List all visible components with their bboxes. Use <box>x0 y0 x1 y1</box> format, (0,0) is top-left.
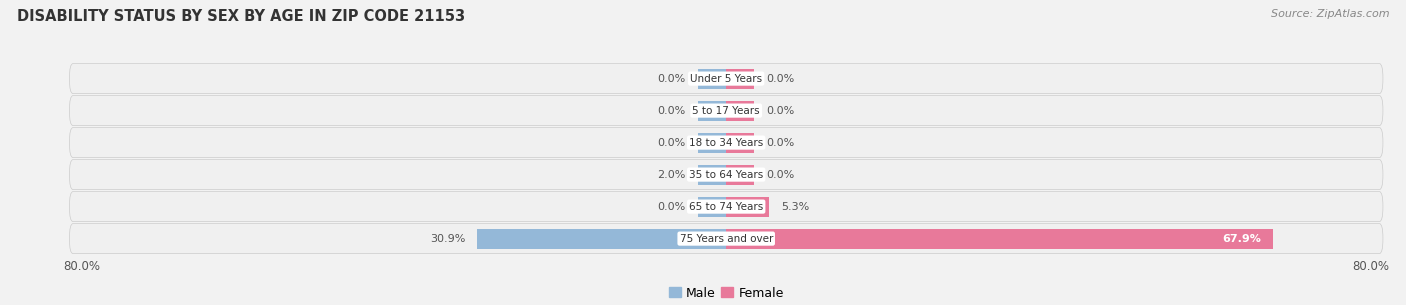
Bar <box>725 229 1274 249</box>
Legend: Male, Female: Male, Female <box>664 282 789 305</box>
Text: 0.0%: 0.0% <box>658 202 686 212</box>
FancyBboxPatch shape <box>69 160 1384 190</box>
Text: 0.0%: 0.0% <box>766 106 794 116</box>
Text: 75 Years and over: 75 Years and over <box>679 234 773 244</box>
Text: 0.0%: 0.0% <box>658 106 686 116</box>
FancyBboxPatch shape <box>69 127 1384 158</box>
Text: 5 to 17 Years: 5 to 17 Years <box>692 106 761 116</box>
Text: 0.0%: 0.0% <box>658 74 686 84</box>
Text: 0.0%: 0.0% <box>766 138 794 148</box>
Text: 0.0%: 0.0% <box>766 170 794 180</box>
Bar <box>697 101 725 120</box>
Bar <box>697 197 725 217</box>
Bar <box>697 165 725 185</box>
FancyBboxPatch shape <box>69 63 1384 94</box>
Bar <box>725 101 755 120</box>
Text: Source: ZipAtlas.com: Source: ZipAtlas.com <box>1271 9 1389 19</box>
FancyBboxPatch shape <box>69 192 1384 222</box>
Text: 67.9%: 67.9% <box>1222 234 1261 244</box>
Bar <box>725 69 755 88</box>
Bar <box>725 197 769 217</box>
Text: 30.9%: 30.9% <box>430 234 465 244</box>
Text: 65 to 74 Years: 65 to 74 Years <box>689 202 763 212</box>
Bar <box>725 133 755 152</box>
Text: 18 to 34 Years: 18 to 34 Years <box>689 138 763 148</box>
Text: 35 to 64 Years: 35 to 64 Years <box>689 170 763 180</box>
Bar <box>477 229 725 249</box>
Bar <box>697 133 725 152</box>
FancyBboxPatch shape <box>69 95 1384 126</box>
Text: 5.3%: 5.3% <box>780 202 810 212</box>
Bar <box>725 165 755 185</box>
Text: 2.0%: 2.0% <box>658 170 686 180</box>
FancyBboxPatch shape <box>69 224 1384 254</box>
Text: 0.0%: 0.0% <box>766 74 794 84</box>
Bar <box>697 69 725 88</box>
Text: Under 5 Years: Under 5 Years <box>690 74 762 84</box>
Text: 0.0%: 0.0% <box>658 138 686 148</box>
Text: DISABILITY STATUS BY SEX BY AGE IN ZIP CODE 21153: DISABILITY STATUS BY SEX BY AGE IN ZIP C… <box>17 9 465 24</box>
